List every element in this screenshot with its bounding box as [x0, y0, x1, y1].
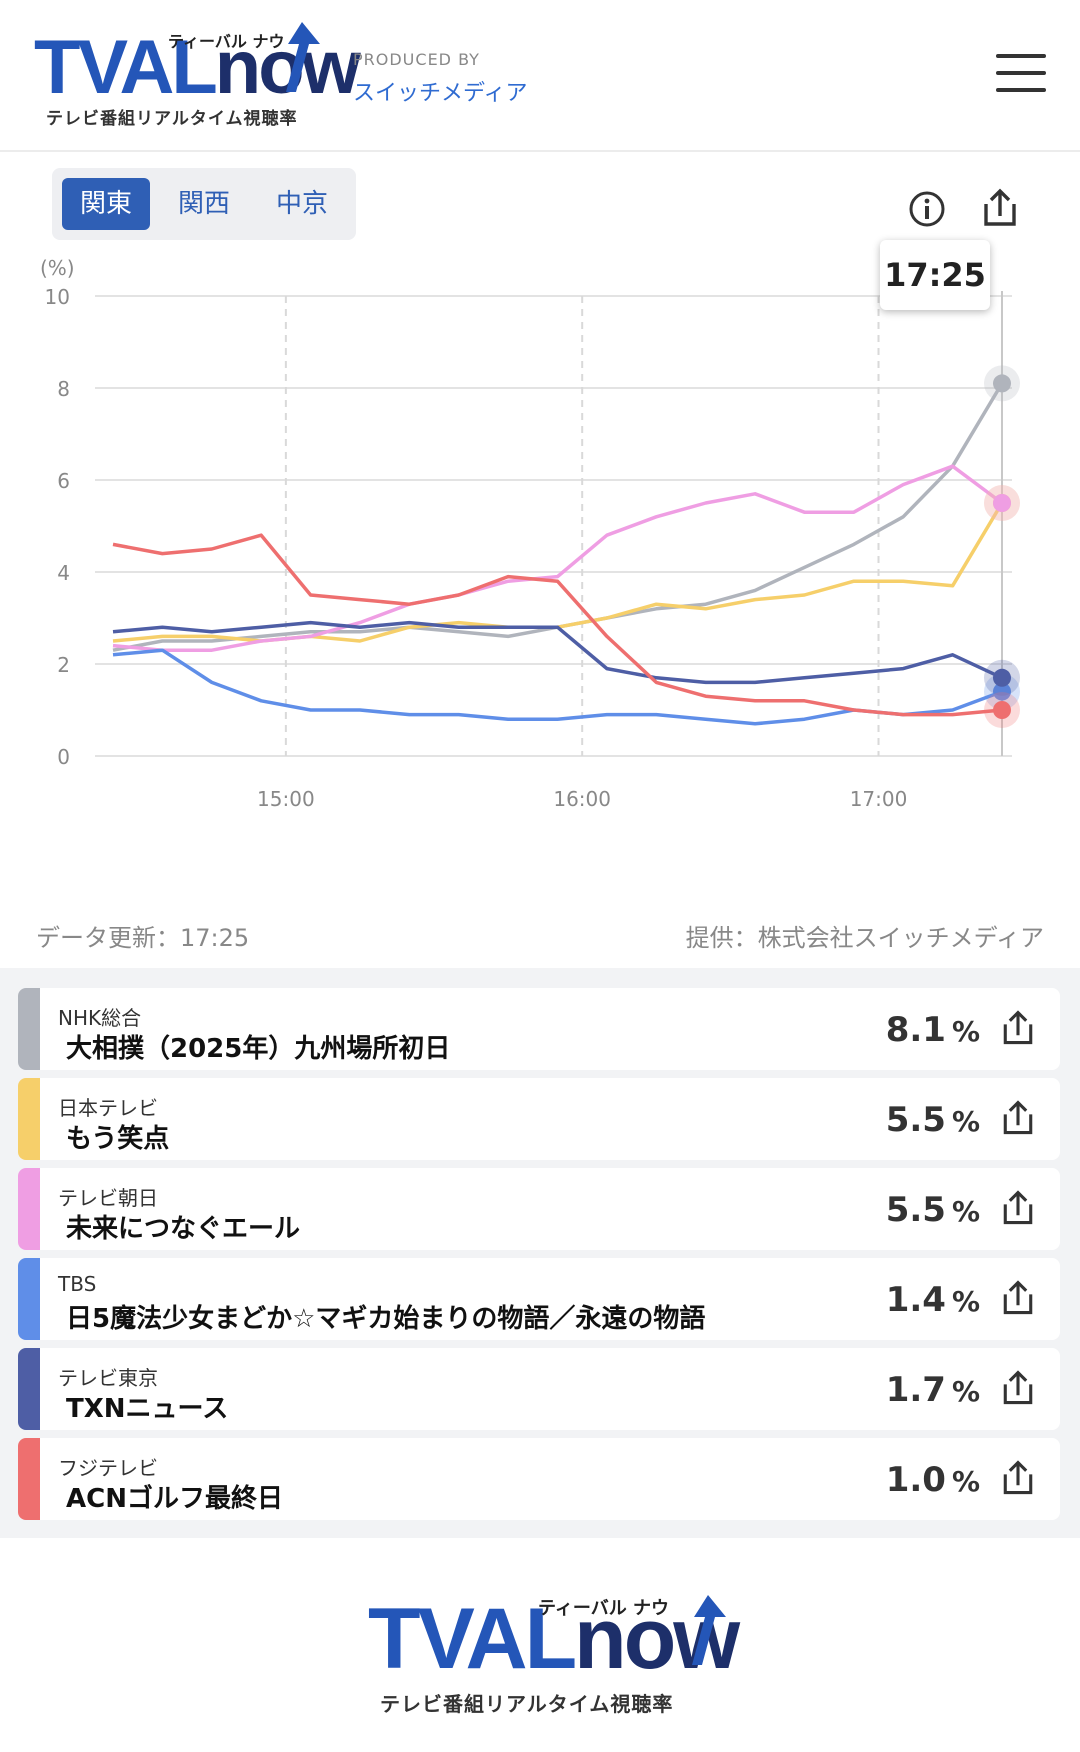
produced-by: PRODUCED BY スイッチメディア	[353, 50, 527, 107]
series-endpoint-dot	[993, 494, 1011, 512]
tab-chukyo[interactable]: 中京	[275, 189, 328, 219]
logo-arrow-icon	[286, 22, 320, 92]
logo-subtitle: テレビ番組リアルタイム視聴率	[46, 109, 298, 129]
y-tick-label: 4	[57, 561, 70, 585]
info-icon[interactable]	[908, 190, 946, 228]
time-tooltip: 17:25	[880, 240, 990, 310]
program-title: 日5魔法少女まどか☆マギカ始まりの物語／永遠の物語	[66, 1304, 706, 1334]
hamburger-menu-icon[interactable]	[996, 54, 1046, 94]
footer-logo[interactable]: TVALnow ティーバル ナウ テレビ番組リアルタイム視聴率	[368, 1590, 740, 1720]
logo-wordmark: TVALnow	[34, 25, 361, 110]
tvalnow-logo[interactable]: TVALnow ティーバル ナウ テレビ番組リアルタイム視聴率	[34, 22, 361, 132]
tab-kanto[interactable]: 関東	[62, 178, 150, 230]
program-row[interactable]: NHK総合 大相撲（2025年）九州場所初日 8.1%	[18, 988, 1060, 1070]
channel-name: TBS	[58, 1272, 97, 1296]
data-updated: データ更新：17:25	[36, 924, 250, 952]
y-tick-label: 0	[57, 745, 70, 769]
y-tick-label: 10	[45, 285, 70, 309]
program-row[interactable]: 日本テレビ もう笑点 5.5%	[18, 1078, 1060, 1160]
produced-name[interactable]: スイッチメディア	[353, 81, 528, 106]
logo-kana: ティーバル ナウ	[168, 32, 285, 51]
channel-color-stripe	[18, 1078, 40, 1160]
channel-name: 日本テレビ	[58, 1096, 158, 1120]
series-endpoint-dot	[993, 701, 1011, 719]
logo-wordmark: TVALnow	[368, 1591, 740, 1687]
ratings-chart: (%) 0 2 4 6 8 10 15:00 16:00 17:00	[40, 256, 1020, 811]
region-tabs: 関東 関西 中京	[52, 168, 356, 240]
program-row[interactable]: テレビ東京 TXNニュース 1.7%	[18, 1348, 1060, 1430]
program-list: NHK総合 大相撲（2025年）九州場所初日 8.1% 日本テレビ もう笑点 5…	[0, 968, 1080, 1538]
x-tick-label: 17:00	[850, 787, 908, 811]
y-tick-label: 6	[57, 469, 70, 493]
program-title: 未来につなぐエール	[66, 1214, 301, 1244]
program-title: ACNゴルフ最終日	[66, 1484, 283, 1514]
rating-value: 1.0%	[885, 1460, 980, 1500]
channel-color-stripe	[18, 1348, 40, 1430]
share-icon[interactable]	[998, 1008, 1038, 1048]
series-line-4	[112, 620, 1003, 685]
channel-name: テレビ東京	[58, 1366, 158, 1390]
series-endpoint-dot	[993, 668, 1011, 687]
logo-arrow-icon	[692, 1595, 726, 1665]
logo-subtitle: テレビ番組リアルタイム視聴率	[380, 1692, 674, 1716]
share-icon[interactable]	[998, 1458, 1038, 1498]
series-endpoint-dot	[993, 374, 1011, 393]
y-tick-label: 8	[57, 377, 70, 401]
channel-name: NHK総合	[58, 1006, 142, 1030]
program-title: もう笑点	[66, 1124, 170, 1154]
channel-name: テレビ朝日	[58, 1186, 158, 1210]
program-title: TXNニュース	[66, 1394, 229, 1424]
program-title: 大相撲（2025年）九州場所初日	[66, 1034, 451, 1064]
series-line-0	[112, 382, 1004, 652]
series-line-5	[112, 533, 1003, 717]
tab-kansai[interactable]: 関西	[177, 189, 230, 219]
header: TVALnow ティーバル ナウ テレビ番組リアルタイム視聴率 PRODUCED…	[0, 0, 1080, 152]
channel-color-stripe	[18, 1258, 40, 1340]
logo-kana: ティーバル ナウ	[538, 1598, 670, 1619]
rating-value: 5.5%	[885, 1190, 980, 1230]
x-tick-label: 15:00	[257, 787, 315, 811]
series-endpoint-dot	[993, 682, 1011, 701]
share-icon[interactable]	[998, 1098, 1038, 1138]
channel-color-stripe	[18, 1438, 40, 1520]
rating-value: 8.1%	[885, 1010, 980, 1050]
share-icon[interactable]	[978, 186, 1022, 230]
share-icon[interactable]	[998, 1188, 1038, 1228]
x-tick-label: 16:00	[553, 787, 611, 811]
data-source: 提供：株式会社スイッチメディア	[685, 924, 1044, 952]
y-axis-label: (%)	[40, 256, 75, 280]
program-row[interactable]: テレビ朝日 未来につなぐエール 5.5%	[18, 1168, 1060, 1250]
rating-value: 5.5%	[885, 1100, 980, 1140]
channel-color-stripe	[18, 1168, 40, 1250]
share-icon[interactable]	[998, 1278, 1038, 1318]
channel-name: フジテレビ	[58, 1456, 158, 1480]
share-icon[interactable]	[998, 1368, 1038, 1408]
rating-value: 1.7%	[885, 1370, 980, 1410]
program-row[interactable]: TBS 日5魔法少女まどか☆マギカ始まりの物語／永遠の物語 1.4%	[18, 1258, 1060, 1340]
channel-color-stripe	[18, 988, 40, 1070]
series-line-2	[112, 464, 1004, 652]
produced-label: PRODUCED BY	[353, 50, 480, 69]
program-row[interactable]: フジテレビ ACNゴルフ最終日 1.0%	[18, 1438, 1060, 1520]
rating-value: 1.4%	[885, 1280, 980, 1320]
y-tick-label: 2	[57, 653, 70, 677]
